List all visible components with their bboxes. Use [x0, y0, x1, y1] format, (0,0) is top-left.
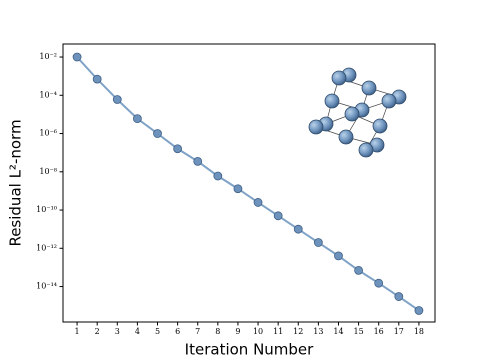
x-tick-label: 5 — [155, 327, 160, 336]
x-tick-label: 3 — [115, 327, 120, 336]
y-tick-label: 10⁻⁶ — [39, 129, 57, 138]
x-tick-label: 13 — [313, 327, 323, 336]
marker — [253, 198, 263, 207]
x-tick-label: 10 — [253, 327, 263, 336]
x-tick-label: 12 — [293, 327, 303, 336]
x-tick-label: 14 — [333, 327, 343, 336]
marker — [354, 265, 363, 275]
plot-frame — [62, 43, 436, 323]
marker — [334, 251, 343, 261]
x-tick-label: 17 — [394, 327, 404, 336]
x-axis-label: Iteration Number — [185, 341, 314, 359]
x-tick-label: 2 — [95, 327, 100, 336]
marker — [273, 211, 283, 221]
y-tick-label: 10⁻⁸ — [39, 167, 57, 176]
marker — [153, 129, 162, 138]
x-tick-label: 7 — [195, 327, 200, 336]
marker — [193, 156, 203, 166]
x-tick-label: 11 — [273, 327, 283, 336]
marker — [374, 278, 384, 288]
marker — [293, 224, 303, 234]
marker — [92, 74, 102, 84]
y-axis-label: Residual L²-norm — [7, 119, 25, 246]
marker — [132, 114, 142, 124]
y-tick-label: 10⁻² — [39, 52, 57, 61]
x-tick-label: 18 — [414, 327, 424, 336]
marker — [112, 95, 122, 104]
y-tick-label: 10⁻¹² — [36, 243, 57, 252]
marker — [173, 144, 183, 154]
marker — [394, 292, 404, 301]
cluster-atoms — [308, 67, 407, 158]
y-tick-label: 10⁻¹⁰ — [36, 205, 57, 214]
x-tick-label: 1 — [75, 327, 80, 336]
marker — [233, 184, 243, 194]
x-tick-label: 4 — [135, 327, 140, 336]
x-tick-label: 15 — [353, 327, 363, 336]
marker — [72, 52, 82, 62]
x-tick-label: 6 — [175, 327, 180, 336]
x-tick-label: 16 — [374, 327, 384, 336]
x-tick-label: 8 — [215, 327, 220, 336]
marker — [313, 238, 323, 247]
marker — [213, 171, 223, 181]
x-tick-label: 9 — [235, 327, 240, 336]
marker — [414, 306, 424, 315]
y-tick-label: 10⁻⁴ — [39, 90, 57, 99]
y-tick-label: 10⁻¹⁴ — [36, 282, 57, 291]
